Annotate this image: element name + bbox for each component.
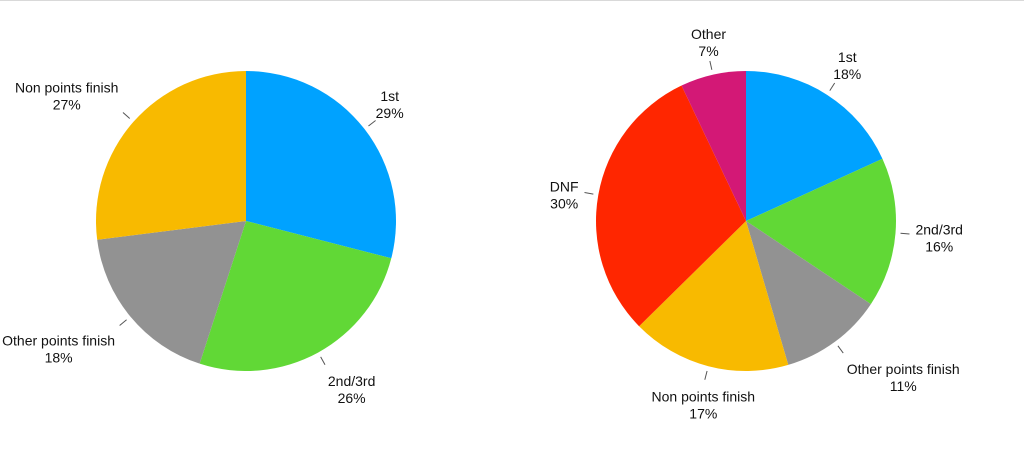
pie-chart-1: 1st 29% 2nd/3rd 26% Other points finish 18% No…	[2, 71, 404, 406]
pie-slice-1st	[746, 71, 883, 221]
leader-line-2nd-3rd	[900, 232, 910, 235]
slice-percent: 18%	[833, 66, 861, 82]
slice-label-1st: 1st 29%	[376, 88, 404, 121]
pie-slice-non-points-finish	[95, 71, 247, 240]
leader-line-1st	[829, 82, 836, 91]
leader-line-other-points-finish	[119, 319, 127, 326]
slice-percent: 11%	[890, 378, 917, 394]
slice-label-1st: 1st 18%	[833, 49, 861, 82]
pie-slice-non-points-finish	[639, 221, 789, 371]
slice-category: 1st	[838, 49, 857, 65]
leader-line-non-points-finish	[704, 370, 708, 380]
slice-label-other-points-finish: Other points finish 11%	[847, 361, 960, 394]
slice-percent: 30%	[550, 195, 578, 211]
slice-percent: 7%	[698, 43, 718, 59]
slice-percent: 17%	[689, 406, 717, 422]
top-divider	[0, 0, 1024, 1]
slice-percent: 18%	[45, 349, 73, 365]
slice-label-non-points-finish: Non points finish 27%	[15, 80, 119, 113]
slice-percent: 26%	[338, 390, 366, 406]
leader-line-other-points-finish	[837, 345, 844, 354]
pie-slice-2nd-3rd	[746, 158, 896, 305]
slice-percent: 16%	[925, 238, 953, 254]
slice-category: 1st	[380, 88, 399, 104]
leader-line-1st	[368, 120, 376, 127]
pie-slice-other	[681, 70, 746, 221]
slice-category: Other points finish	[2, 332, 115, 348]
slice-category: DNF	[550, 178, 579, 194]
slice-label-2nd-3rd: 2nd/3rd 16%	[915, 221, 962, 254]
leader-line-other	[709, 60, 713, 70]
slice-category: 2nd/3rd	[915, 221, 962, 237]
pie-slice-other-points-finish	[97, 221, 247, 364]
pie-slice-1st	[246, 71, 397, 259]
slice-label-dnf: DNF 30%	[550, 178, 579, 211]
slice-category: Non points finish	[15, 80, 119, 96]
slice-category: Other points finish	[847, 361, 960, 377]
pie-slice-dnf	[596, 85, 746, 327]
leader-line-non-points-finish	[122, 112, 131, 119]
slice-category: 2nd/3rd	[328, 373, 375, 389]
leader-line-2nd-3rd	[320, 356, 326, 365]
slice-label-2nd-3rd: 2nd/3rd 26%	[328, 373, 375, 406]
pie-slice-other-points-finish	[746, 221, 871, 365]
slice-percent: 27%	[53, 97, 81, 113]
slice-label-other: Other 7%	[691, 26, 726, 59]
leader-line-dnf	[584, 192, 594, 195]
slice-category: Other	[691, 26, 726, 42]
slice-category: Non points finish	[652, 389, 756, 405]
slice-percent: 29%	[376, 105, 404, 121]
slice-label-non-points-finish: Non points finish 17%	[652, 389, 756, 422]
slice-label-other-points-finish: Other points finish 18%	[2, 332, 115, 365]
pie-chart-2: 1st 18% 2nd/3rd 16% Other points finish 11% No…	[550, 26, 963, 421]
pie-slice-2nd-3rd	[199, 221, 392, 372]
